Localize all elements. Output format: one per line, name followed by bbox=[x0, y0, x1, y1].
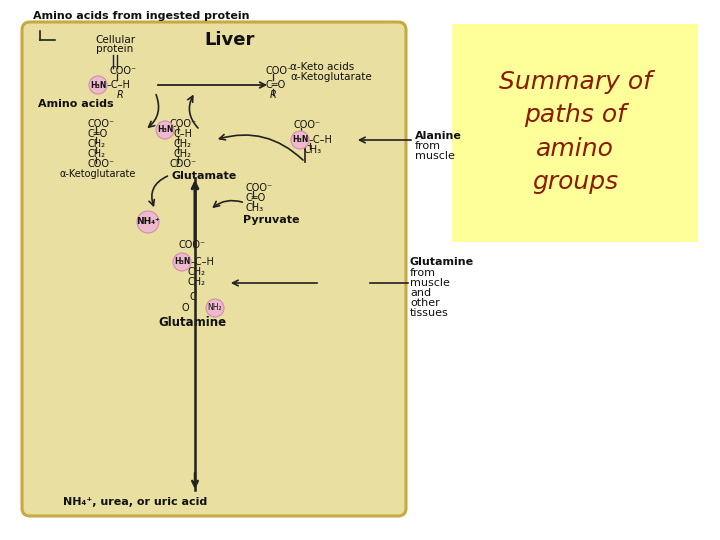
Text: CH₂: CH₂ bbox=[173, 149, 191, 159]
Text: CH₂: CH₂ bbox=[173, 139, 191, 149]
Text: –C–H: –C–H bbox=[309, 135, 333, 145]
Text: NH₂: NH₂ bbox=[207, 303, 222, 313]
Text: CH₃: CH₃ bbox=[245, 203, 263, 213]
Text: Glutamine: Glutamine bbox=[410, 257, 474, 267]
Text: –C–H: –C–H bbox=[107, 80, 131, 90]
Text: H₃N: H₃N bbox=[90, 80, 106, 90]
Text: from: from bbox=[415, 141, 441, 151]
Text: CH₂: CH₂ bbox=[188, 267, 206, 277]
Text: CH₂: CH₂ bbox=[88, 149, 106, 159]
Text: CH₂: CH₂ bbox=[188, 277, 206, 287]
Circle shape bbox=[173, 253, 191, 271]
FancyBboxPatch shape bbox=[22, 22, 406, 516]
Text: other: other bbox=[410, 298, 440, 308]
Text: CH₂: CH₂ bbox=[88, 139, 106, 149]
Text: Glutamine: Glutamine bbox=[158, 315, 226, 328]
Text: Cellular: Cellular bbox=[95, 35, 135, 45]
Text: α-Ketoglutarate: α-Ketoglutarate bbox=[60, 169, 136, 179]
Text: and: and bbox=[410, 288, 431, 298]
Text: –C–H: –C–H bbox=[191, 257, 215, 267]
Text: NH₄⁺, urea, or uric acid: NH₄⁺, urea, or uric acid bbox=[63, 497, 207, 507]
Text: tissues: tissues bbox=[410, 308, 449, 318]
Text: Glutamate: Glutamate bbox=[172, 171, 238, 181]
Circle shape bbox=[89, 76, 107, 94]
Text: R: R bbox=[117, 90, 124, 100]
Text: Pyruvate: Pyruvate bbox=[243, 215, 300, 225]
Text: NH₄⁺: NH₄⁺ bbox=[136, 218, 160, 226]
Text: COO⁻: COO⁻ bbox=[88, 159, 115, 169]
Text: CH₃: CH₃ bbox=[303, 145, 321, 155]
Text: CDO⁻: CDO⁻ bbox=[170, 159, 197, 169]
Text: Alanine: Alanine bbox=[415, 131, 462, 141]
Circle shape bbox=[137, 211, 159, 233]
Circle shape bbox=[291, 131, 309, 149]
Text: protein: protein bbox=[96, 44, 134, 54]
Text: C: C bbox=[189, 292, 197, 302]
Text: COO⁻: COO⁻ bbox=[170, 119, 197, 129]
Text: R: R bbox=[270, 90, 276, 100]
Text: O: O bbox=[182, 303, 189, 313]
Text: COO⁻: COO⁻ bbox=[245, 183, 272, 193]
Text: COO⁻: COO⁻ bbox=[293, 120, 320, 130]
Text: Summary of
paths of
amino
groups: Summary of paths of amino groups bbox=[498, 70, 652, 194]
Circle shape bbox=[156, 121, 174, 139]
Text: from: from bbox=[410, 268, 436, 278]
Text: COO⁻: COO⁻ bbox=[109, 66, 136, 76]
Text: COO⁻: COO⁻ bbox=[88, 119, 115, 129]
Text: Amino acids from ingested protein: Amino acids from ingested protein bbox=[33, 11, 250, 21]
Text: α-Keto acids: α-Keto acids bbox=[290, 62, 354, 72]
Text: C═O: C═O bbox=[88, 129, 108, 139]
Text: COO⁻: COO⁻ bbox=[179, 240, 206, 250]
Text: muscle: muscle bbox=[410, 278, 450, 288]
Text: H₃N: H₃N bbox=[292, 136, 308, 145]
Text: Liver: Liver bbox=[204, 31, 255, 49]
Text: C═O: C═O bbox=[245, 193, 265, 203]
Text: H₃N: H₃N bbox=[174, 258, 190, 267]
Text: muscle: muscle bbox=[415, 151, 455, 161]
FancyBboxPatch shape bbox=[452, 24, 698, 242]
Text: α-Ketoglutarate: α-Ketoglutarate bbox=[290, 72, 372, 82]
Text: COO⁻: COO⁻ bbox=[265, 66, 292, 76]
Text: C–H: C–H bbox=[173, 129, 192, 139]
Text: Amino acids: Amino acids bbox=[38, 99, 114, 109]
Text: C═O: C═O bbox=[265, 80, 285, 90]
Text: H₃N: H₃N bbox=[157, 125, 174, 134]
Circle shape bbox=[206, 299, 224, 317]
